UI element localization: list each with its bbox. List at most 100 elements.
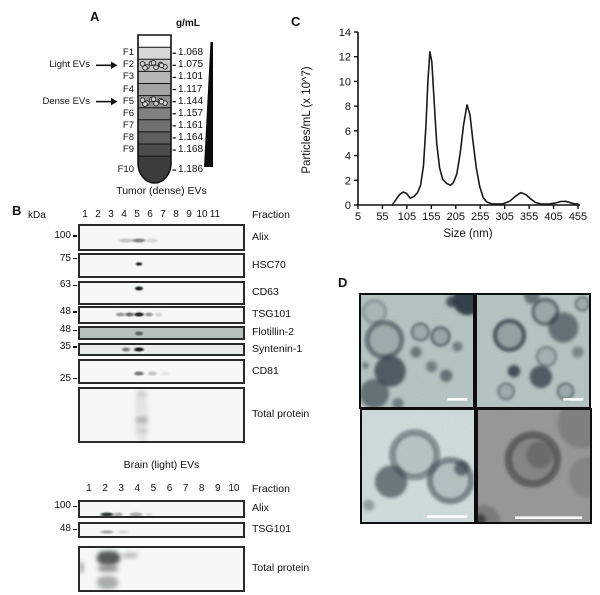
blot-band [115, 311, 127, 317]
x-tick-label: 55 [376, 211, 388, 223]
marker-tick [72, 528, 77, 530]
blot-band [132, 311, 146, 317]
density-tick [172, 125, 176, 127]
fraction-label: F4 [122, 83, 134, 95]
blot-box-tsg101 [78, 522, 245, 538]
dense-evs-label: Dense EVs [42, 95, 90, 107]
blot-box-alix [78, 500, 245, 518]
molecular-weight-marker: 75 [59, 252, 71, 264]
lane-number: 10 [228, 483, 240, 494]
tumor-blot-title: Tumor (dense) EVs [116, 185, 207, 197]
density-tick [172, 113, 176, 115]
scale-bar [426, 515, 468, 518]
blot-band [160, 371, 170, 376]
tem-brain-field-2 [466, 398, 600, 539]
tube-fraction-segment [138, 107, 171, 120]
lane-number: 11 [209, 209, 221, 220]
protein-label: Alix [252, 230, 269, 243]
scale-bar [447, 398, 468, 401]
tem-brain-field-1 [362, 410, 475, 522]
y-tick-label: 6 [345, 126, 351, 138]
panel-b-label: B [12, 203, 22, 218]
tem-noise-overlay [362, 410, 474, 522]
blot-band [116, 238, 136, 244]
lane-number: 6 [147, 209, 153, 220]
density-unit-header: g/mL [176, 18, 200, 29]
tem-tumor-field-2-frame [475, 288, 591, 409]
x-tick-label: 205 [447, 211, 465, 223]
blot-band [99, 529, 115, 535]
dense-evs-arrow-icon [96, 97, 118, 106]
protein-label: Syntenin-1 [252, 342, 303, 355]
y-axis-label: Particles/mL (x 10^7) [301, 66, 313, 173]
brain-blot-title: Brain (light) EVs [123, 459, 200, 471]
lane-number: 6 [166, 483, 173, 494]
fraction-density: 1.144 [178, 95, 204, 107]
molecular-weight-marker: 48 [59, 324, 71, 336]
blot-band [112, 511, 124, 516]
light-evs-label: Light EVs [49, 59, 90, 70]
tem-noise-overlay [477, 295, 589, 407]
blot-band [120, 347, 132, 352]
blot-smear [98, 565, 119, 572]
ev-cluster-icon [153, 100, 159, 107]
chart-axes [357, 32, 580, 206]
tem-tumor-field-1 [359, 286, 482, 410]
blot-band [154, 311, 163, 317]
blot-band [146, 371, 158, 376]
y-tick-label: 8 [345, 101, 351, 113]
blot-band [144, 511, 154, 516]
y-tick-label: 2 [345, 175, 351, 187]
blot-band [133, 285, 145, 291]
ev-cluster-icon [142, 101, 148, 107]
tem-brain-field-1-frame [360, 408, 476, 524]
fraction-label: F2 [122, 59, 134, 71]
y-tick-label: 14 [339, 27, 351, 39]
blot-box-syntenin-1 [78, 343, 245, 356]
density-tick [172, 88, 176, 91]
fraction-density: 1.164 [178, 131, 204, 143]
tube-fraction-segment [138, 156, 171, 183]
x-tick-label: 405 [544, 211, 562, 223]
density-tick [172, 52, 176, 54]
x-tick-label: 5 [355, 211, 361, 223]
tem-tumor-field-1-frame [359, 286, 482, 410]
tumor-fraction-label: Fraction [252, 209, 290, 221]
blot-band [134, 331, 144, 337]
density-tick [172, 101, 176, 103]
marker-tick [72, 284, 77, 287]
fraction-density: 1.168 [178, 144, 204, 156]
fraction-label: F9 [122, 144, 134, 156]
lane-number: 1 [86, 483, 92, 494]
blot-box-cd63 [78, 281, 245, 305]
blot-band [134, 261, 144, 267]
fraction-label: F8 [122, 131, 134, 143]
y-tick-label: 4 [345, 151, 351, 163]
density-tick [172, 64, 176, 66]
fraction-label: F5 [122, 95, 134, 107]
molecular-weight-marker: 100 [54, 230, 71, 242]
molecular-weight-marker: 25 [59, 372, 71, 384]
density-gradient-tube [96, 34, 213, 184]
x-tick-label: 305 [495, 211, 513, 223]
blot-box-cd81 [78, 359, 245, 384]
lane-number: 8 [198, 483, 205, 494]
x-tick-label: 255 [471, 211, 489, 223]
tem-tumor-field-2 [477, 288, 591, 407]
fraction-density: 1.157 [178, 107, 204, 119]
x-axis-label: Size (nm) [443, 228, 492, 240]
y-tick-label: 0 [345, 200, 351, 212]
molecular-weight-marker: 48 [59, 305, 71, 317]
lane-number: 3 [118, 483, 124, 494]
fraction-label: F7 [122, 119, 134, 131]
density-tick [172, 76, 176, 79]
density-tick [172, 169, 176, 171]
fraction-density: 1.161 [178, 119, 204, 131]
blot-smear [96, 575, 119, 590]
blot-smear [135, 391, 149, 397]
tube-fraction-segment [138, 71, 171, 84]
tem-brain-field-2-frame [466, 398, 600, 539]
scale-bar [563, 398, 584, 401]
lane-number: 9 [186, 209, 192, 220]
tube-fraction-segment [138, 131, 171, 144]
